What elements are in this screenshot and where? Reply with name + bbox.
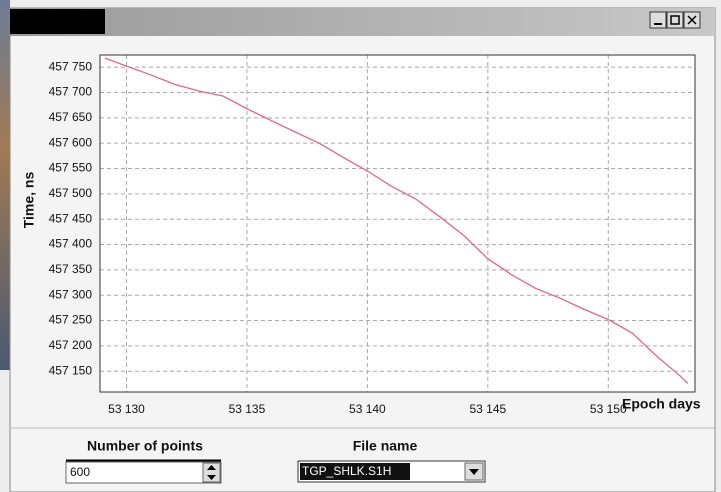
- x-axis-label: Epoch days: [622, 396, 701, 412]
- desktop-edge: [0, 0, 10, 370]
- x-tick-label: 53 135: [229, 402, 266, 416]
- y-tick-label: 457 200: [49, 338, 93, 352]
- y-tick-label: 457 300: [49, 287, 93, 301]
- y-tick-label: 457 400: [49, 237, 93, 251]
- x-tick-label: 53 150: [590, 402, 627, 416]
- x-tick-label: 53 130: [108, 402, 145, 416]
- y-tick-label: 457 600: [49, 135, 93, 149]
- maximize-button[interactable]: [666, 11, 684, 29]
- y-tick-label: 457 450: [49, 211, 93, 225]
- selection-highlight: [300, 463, 410, 480]
- x-tick-label: 53 145: [469, 402, 506, 416]
- close-icon: [687, 15, 697, 25]
- points-label: Number of points: [87, 438, 203, 454]
- file-dropdown[interactable]: TGP_SHLK.S1H: [297, 460, 486, 483]
- plot-area: [100, 55, 695, 392]
- spin-buttons[interactable]: [202, 462, 221, 483]
- plot: [100, 55, 695, 392]
- dropdown-arrow: [469, 469, 479, 475]
- window-buttons[interactable]: [649, 11, 701, 29]
- points-spinbox[interactable]: 600: [65, 459, 222, 484]
- file-value: TGP_SHLK.S1H: [302, 464, 391, 478]
- title-bar: [10, 8, 715, 36]
- y-tick-label: 457 750: [49, 59, 93, 73]
- y-tick-label: 457 250: [49, 313, 93, 327]
- x-tick-label: 53 140: [349, 402, 386, 416]
- maximize-icon: [670, 15, 680, 25]
- y-tick-label: 457 700: [49, 85, 93, 99]
- title-block: [10, 9, 105, 34]
- points-value: 600: [70, 465, 90, 479]
- y-tick-label: 457 550: [49, 161, 93, 175]
- minimize-button[interactable]: [649, 11, 667, 29]
- spin-arrows: [207, 465, 216, 480]
- data-line: [104, 57, 689, 384]
- y-tick-label: 457 500: [49, 186, 93, 200]
- y-tick-label: 457 650: [49, 110, 93, 124]
- y-tick-label: 457 350: [49, 262, 93, 276]
- y-tick-label: 457 150: [49, 363, 93, 377]
- file-label: File name: [353, 438, 418, 454]
- plot-frame: [99, 54, 696, 393]
- y-axis-label: Time, ns: [21, 172, 37, 229]
- spinbox-field[interactable]: [65, 461, 222, 484]
